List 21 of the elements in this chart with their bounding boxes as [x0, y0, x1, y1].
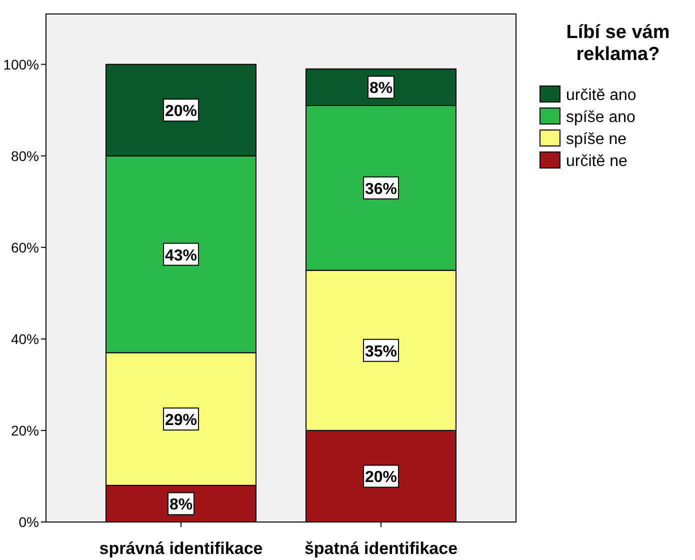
data-label: 8% [369, 80, 393, 98]
data-label: 20% [164, 103, 198, 120]
legend-label: spíše ne [566, 131, 627, 148]
data-label: 29% [164, 412, 198, 430]
data-label: 36% [364, 180, 398, 198]
data-label: 8% [169, 496, 193, 514]
x-tick-label: špatná identifikace [304, 539, 458, 558]
data-label: 20% [364, 469, 398, 486]
y-tick-label: 0% [18, 514, 39, 530]
y-tick-label: 60% [10, 239, 39, 256]
data-label: 43% [164, 247, 198, 264]
y-tick-label: 100% [3, 56, 39, 72]
legend-title: Líbí se vám reklama? [566, 22, 670, 65]
legend-label: spíše ano [566, 109, 636, 126]
x-tick-label: správná identifikace [99, 539, 263, 558]
y-tick-label: 40% [10, 330, 39, 347]
y-tick-label: 80% [10, 148, 39, 164]
data-label: 35% [364, 343, 398, 360]
y-tick-label: 20% [10, 422, 39, 438]
legend-label: určitě ne [566, 153, 628, 170]
legend-label: určitě ano [566, 87, 636, 104]
